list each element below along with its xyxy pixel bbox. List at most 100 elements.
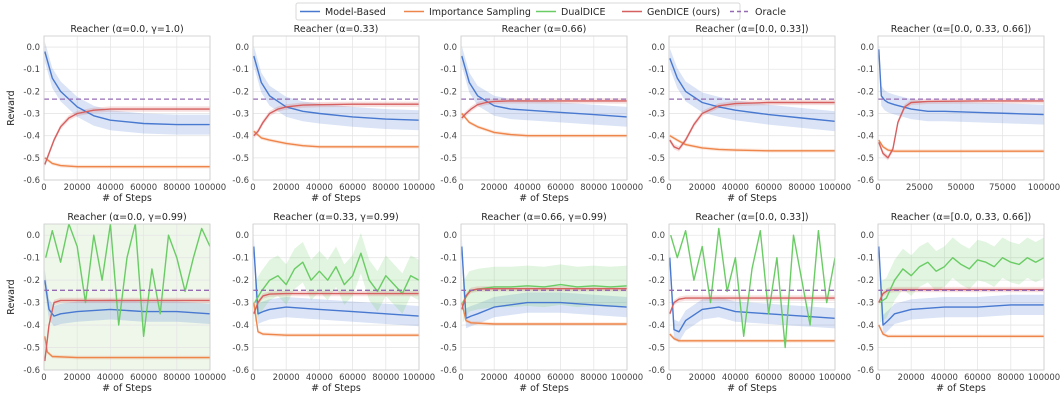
confidence-band bbox=[669, 48, 835, 132]
confidence-band bbox=[461, 111, 627, 138]
x-axis-label: # of Steps bbox=[311, 383, 361, 393]
confidence-band bbox=[878, 286, 1044, 306]
y-tick-label: -0.6 bbox=[857, 176, 874, 186]
x-tick-label: 80000 bbox=[580, 183, 607, 193]
y-tick-label: -0.2 bbox=[857, 276, 874, 286]
legend-entry: Oracle bbox=[730, 7, 786, 18]
y-tick-label: -0.5 bbox=[232, 344, 249, 354]
x-axis-label: # of Steps bbox=[311, 193, 361, 204]
y-tick-label: -0.3 bbox=[440, 299, 457, 309]
x-tick-label: 20000 bbox=[64, 183, 91, 193]
y-tick-label: -0.2 bbox=[857, 87, 874, 97]
y-tick-label: -0.2 bbox=[232, 276, 249, 286]
plot-area bbox=[44, 224, 210, 370]
series-line-importance-sampling bbox=[44, 336, 210, 359]
x-tick-label: 0 bbox=[666, 183, 671, 193]
chart-panel: 0.0 -0.1 -0.2 -0.3 -0.4 -0.5 -0.60 20000 40000 60… bbox=[648, 212, 851, 393]
series-line-model-based bbox=[461, 246, 627, 319]
y-tick-label: -0.5 bbox=[648, 344, 665, 354]
y-tick-label: 0.0 bbox=[651, 43, 665, 53]
x-tick-label: 40000 bbox=[514, 183, 541, 193]
y-tick-label: -0.3 bbox=[857, 299, 874, 309]
y-tick-label: 0.0 bbox=[860, 231, 874, 241]
confidence-band bbox=[253, 129, 419, 149]
x-tick-label: 100000 bbox=[403, 183, 435, 193]
series-line-model-based bbox=[878, 246, 1044, 326]
chart-title: Reacher (α=[0.0, 0.33, 0.66]) bbox=[891, 24, 1031, 35]
confidence-band bbox=[669, 247, 835, 342]
confidence-band bbox=[253, 101, 419, 139]
series-line-model-based bbox=[461, 55, 627, 118]
y-tick-label: -0.2 bbox=[440, 87, 457, 97]
chart-title: Reacher (α=[0.0, 0.33]) bbox=[695, 212, 808, 223]
series-line-dualdice bbox=[45, 224, 210, 337]
plot-area bbox=[44, 36, 210, 180]
y-tick-label: -0.1 bbox=[857, 254, 874, 264]
chart-title: Reacher (α=[0.0, 0.33]) bbox=[695, 24, 808, 35]
x-tick-label: 40000 bbox=[514, 373, 541, 383]
chart-title: Reacher (α=0.0, γ=1.0) bbox=[70, 24, 183, 35]
x-tick-label: 75000 bbox=[989, 183, 1016, 193]
x-tick-label: 40000 bbox=[97, 183, 124, 193]
chart-panel: 0.0 -0.1 -0.2 -0.3 -0.4 -0.5 -0.60 20000 40000 60… bbox=[648, 24, 851, 204]
y-axis-label: Reward bbox=[6, 90, 17, 125]
x-tick-label: 100000 bbox=[611, 183, 643, 193]
series-line-importance-sampling bbox=[461, 113, 627, 137]
y-tick-label: -0.1 bbox=[23, 254, 40, 264]
confidence-band bbox=[669, 99, 835, 152]
confidence-band bbox=[879, 237, 1044, 323]
y-tick-label: -0.1 bbox=[232, 254, 249, 264]
x-tick-label: 60000 bbox=[964, 373, 991, 383]
y-tick-label: -0.3 bbox=[23, 110, 40, 120]
y-tick-label: -0.2 bbox=[648, 87, 665, 97]
x-tick-label: 60000 bbox=[130, 373, 157, 383]
x-tick-label: 60000 bbox=[130, 183, 157, 193]
series-line-model-based bbox=[253, 55, 419, 121]
chart-title: Reacher (α=0.33) bbox=[294, 24, 379, 35]
series-line-gendice-ours bbox=[461, 100, 627, 119]
series-line-model-based bbox=[878, 49, 1044, 116]
y-tick-label: -0.6 bbox=[232, 366, 249, 376]
x-tick-label: 60000 bbox=[547, 183, 574, 193]
series-line-gendice-ours bbox=[44, 299, 210, 362]
axes-frame bbox=[668, 223, 836, 371]
x-tick-label: 20000 bbox=[689, 183, 716, 193]
chart-panel: 0.0 -0.1 -0.2 -0.3 -0.4 -0.5 -0.60 20000 40000 60… bbox=[6, 212, 226, 393]
x-tick-label: 100000 bbox=[819, 373, 851, 383]
x-tick-label: 60000 bbox=[755, 373, 782, 383]
y-tick-label: 0.0 bbox=[26, 231, 40, 241]
confidence-band bbox=[253, 300, 419, 337]
x-tick-label: 60000 bbox=[755, 183, 782, 193]
x-tick-label: 80000 bbox=[580, 373, 607, 383]
x-tick-label: 25000 bbox=[906, 183, 933, 193]
series-line-gendice-ours bbox=[44, 108, 210, 165]
axes-frame bbox=[877, 223, 1045, 371]
plot-area bbox=[461, 36, 627, 180]
chart-panel: 0.0 -0.1 -0.2 -0.3 -0.4 -0.5 -0.60 20000 40000 60… bbox=[857, 212, 1060, 393]
x-tick-label: 40000 bbox=[306, 183, 333, 193]
x-tick-label: 0 bbox=[458, 183, 463, 193]
x-tick-label: 0 bbox=[250, 373, 255, 383]
axes-frame bbox=[460, 223, 628, 371]
series-line-importance-sampling bbox=[253, 302, 419, 336]
y-tick-label: 0.0 bbox=[651, 231, 665, 241]
x-tick-label: 100000 bbox=[1028, 183, 1060, 193]
series-line-model-based bbox=[669, 257, 835, 333]
plot-area bbox=[669, 36, 835, 180]
x-tick-label: 40000 bbox=[722, 183, 749, 193]
confidence-band bbox=[878, 236, 1044, 336]
chart-panel: 0.0 -0.1 -0.2 -0.3 -0.4 -0.5 -0.60 20000 40000 60… bbox=[232, 212, 435, 393]
y-tick-label: -0.6 bbox=[648, 176, 665, 186]
series-line-dualdice bbox=[670, 227, 835, 349]
y-tick-label: -0.6 bbox=[440, 176, 457, 186]
x-tick-label: 80000 bbox=[163, 183, 190, 193]
chart-title: Reacher (α=0.66) bbox=[502, 24, 587, 35]
confidence-band bbox=[461, 46, 627, 127]
axes-frame bbox=[43, 35, 211, 181]
x-tick-label: 20000 bbox=[689, 373, 716, 383]
series-line-gendice-ours bbox=[253, 103, 419, 137]
x-tick-label: 20000 bbox=[481, 373, 508, 383]
x-tick-label: 100000 bbox=[194, 373, 226, 383]
y-tick-label: -0.5 bbox=[857, 344, 874, 354]
plot-area bbox=[878, 224, 1044, 370]
